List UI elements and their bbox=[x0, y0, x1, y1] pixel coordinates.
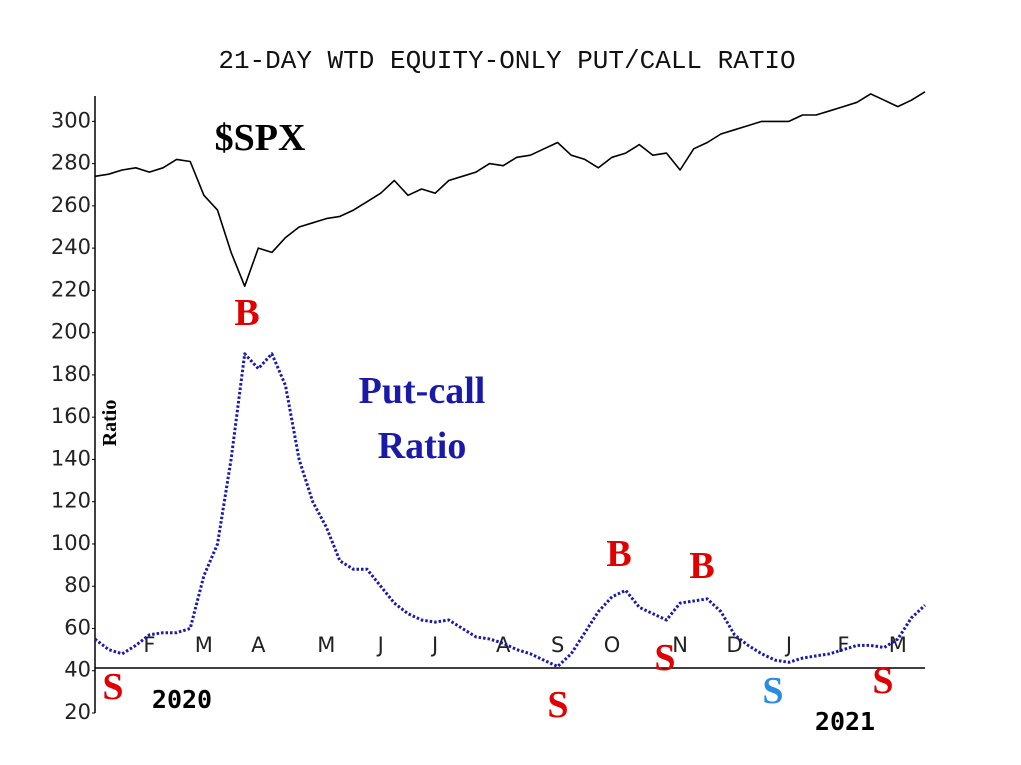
y-axis-label: Ratio bbox=[99, 400, 121, 447]
series-label: $SPX bbox=[215, 117, 306, 159]
x-tick-label: J bbox=[430, 633, 438, 657]
x-tick-label: J bbox=[784, 633, 792, 657]
y-tick-label: 140 bbox=[51, 446, 91, 470]
chart-title: 21-DAY WTD EQUITY-ONLY PUT/CALL RATIO bbox=[218, 46, 795, 76]
signal-label: S bbox=[762, 670, 783, 712]
x-tick-label: O bbox=[604, 633, 621, 657]
signal-label: S bbox=[102, 666, 123, 708]
year-label: 2020 bbox=[152, 685, 212, 714]
x-tick-label: D bbox=[726, 633, 742, 657]
x-tick-label: J bbox=[376, 633, 384, 657]
signal-label: S bbox=[872, 660, 893, 702]
series-line bbox=[94, 352, 927, 668]
y-tick-label: 40 bbox=[64, 658, 91, 682]
y-tick-label: 260 bbox=[51, 193, 91, 217]
year-label: 2021 bbox=[815, 707, 875, 736]
series-label: Put-call Ratio bbox=[359, 370, 486, 467]
x-tick-label: A bbox=[496, 633, 511, 657]
y-tick-label: 220 bbox=[51, 277, 91, 301]
signal-label: B bbox=[689, 545, 714, 587]
x-tick-label: M bbox=[317, 633, 335, 657]
signal-label: S bbox=[654, 637, 675, 679]
y-tick-label: 200 bbox=[51, 320, 91, 344]
y-tick-label: 300 bbox=[51, 108, 91, 132]
x-tick-label: M bbox=[889, 633, 907, 657]
y-tick-label: 80 bbox=[64, 573, 91, 597]
y-tick-label: 280 bbox=[51, 151, 91, 175]
signal-label: B bbox=[234, 292, 259, 334]
x-tick-label: S bbox=[551, 633, 564, 657]
x-tick-label: M bbox=[195, 633, 213, 657]
y-tick-label: 160 bbox=[51, 404, 91, 428]
x-tick-label: A bbox=[251, 633, 266, 657]
y-tick-label: 100 bbox=[51, 531, 91, 555]
signal-label: S bbox=[547, 684, 568, 726]
y-tick-label: 20 bbox=[64, 700, 91, 724]
signal-label: B bbox=[606, 533, 631, 575]
y-tick-label: 60 bbox=[64, 615, 91, 639]
y-tick-label: 240 bbox=[51, 235, 91, 259]
x-tick-label: N bbox=[672, 633, 688, 657]
series-line bbox=[94, 91, 926, 287]
x-tick-label: F bbox=[837, 633, 849, 657]
y-tick-label: 180 bbox=[51, 362, 91, 386]
y-tick-label: 120 bbox=[51, 489, 91, 513]
